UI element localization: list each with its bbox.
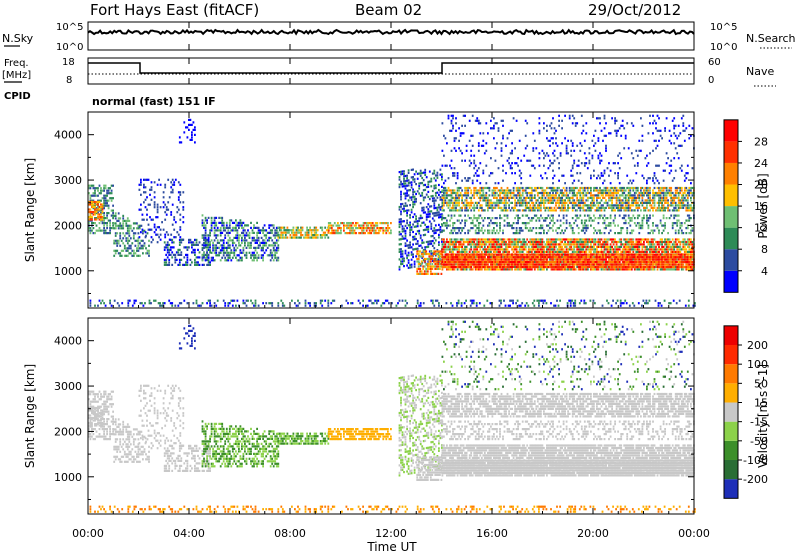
y-tick-label: 4000 (54, 129, 82, 142)
power-y-label: Slant Range [km] (23, 158, 37, 262)
freq-unit-label: [MHz] (2, 70, 31, 81)
power-y-ticks: 1000 2000 3000 4000 (54, 111, 694, 294)
colorbar-swatch (724, 141, 738, 163)
colorbar-swatch (724, 119, 738, 142)
noise-panel: N.Sky 10^5 10^0 10^5 10^0 N.Search (2, 21, 796, 53)
x-tick-label: 12:00 (375, 527, 407, 540)
x-tick-label: 20:00 (577, 527, 609, 540)
noise-left-tick-top: 10^5 (56, 22, 83, 33)
colorbar-swatch (724, 383, 738, 403)
freq-left-tick-bottom: 8 (66, 75, 72, 86)
power-colorbar: 4 8 12 16 20 24 28 (723, 119, 768, 293)
y-tick-label: 4000 (54, 335, 82, 348)
cpid-label: CPID (4, 91, 31, 102)
colorbar-tick-label: 28 (754, 135, 768, 148)
x-axis-ticks: 00:00 04:00 08:00 12:00 16:00 20:00 00:00 (72, 22, 710, 540)
nave-label: Nave (746, 65, 774, 78)
y-tick-label: 1000 (54, 471, 82, 484)
power-panel: 1000 2000 3000 4000 Slant Range [km] 4 8 12 16… (23, 111, 770, 309)
y-tick-label: 3000 (54, 174, 82, 187)
y-tick-label: 2000 (54, 219, 82, 232)
colorbar-swatch (724, 440, 738, 460)
x-tick-label: 04:00 (173, 527, 205, 540)
y-tick-label: 1000 (54, 265, 82, 278)
velocity-heatmap (88, 320, 696, 513)
freq-right-tick-top: 60 (708, 57, 721, 68)
y-tick-label: 3000 (54, 380, 82, 393)
x-axis-label: Time UT (366, 540, 417, 554)
colorbar-tick-label: 50 (754, 377, 768, 390)
colorbar-swatch (724, 162, 738, 185)
colorbar-swatch (724, 345, 738, 365)
colorbar-tick-label: 100 (747, 358, 768, 371)
freq-panel: Freq. [MHz] 18 8 60 0 Nave CPID normal (… (2, 57, 776, 108)
velocity-y-ticks: 1000 2000 3000 4000 (54, 317, 694, 500)
colorbar-swatch (724, 325, 738, 346)
colorbar-swatch (724, 270, 738, 293)
beam-title: Beam 02 (355, 1, 422, 19)
colorbar-swatch (724, 402, 738, 422)
freq-trace (88, 62, 694, 74)
colorbar-tick-label: 16 (754, 200, 768, 213)
noise-right-tick-top: 10^5 (710, 22, 737, 33)
x-tick-label: 16:00 (476, 527, 508, 540)
x-tick-label: 00:00 (678, 527, 710, 540)
velocity-colorbar: 200 100 50 15 -15 -50 -100 -200 (723, 325, 768, 499)
colorbar-tick-label: 15 (754, 396, 768, 409)
colorbar-swatch (724, 249, 738, 271)
colorbar-tick-label: 12 (754, 222, 768, 235)
cpid-value: normal (fast) 151 IF (92, 95, 216, 108)
velocity-panel: 1000 2000 3000 4000 Slant Range [km] 200 100… (23, 317, 770, 515)
colorbar-swatch (724, 206, 738, 228)
colorbar-tick-label: -100 (743, 454, 768, 467)
freq-right-tick-bottom: 0 (708, 75, 714, 86)
colorbar-swatch (724, 364, 738, 384)
colorbar-tick-label: 200 (747, 339, 768, 352)
power-heatmap (88, 114, 696, 307)
colorbar-tick-label: -200 (743, 473, 768, 486)
colorbar-tick-label: 8 (761, 243, 768, 256)
colorbar-tick-label: 24 (754, 157, 768, 170)
colorbar-tick-label: -50 (750, 435, 768, 448)
velocity-y-label: Slant Range [km] (23, 364, 37, 468)
freq-left-tick-top: 18 (62, 57, 75, 68)
date-title: 29/Oct/2012 (588, 1, 681, 19)
colorbar-swatch (724, 459, 738, 480)
station-title: Fort Hays East (fitACF) (90, 1, 259, 19)
noise-sky-label: N.Sky (2, 32, 34, 45)
x-tick-label: 08:00 (274, 527, 306, 540)
power-colorbar-label: Power [dB] (756, 173, 770, 238)
noise-trace (87, 28, 695, 36)
noise-left-tick-bottom: 10^0 (56, 42, 83, 53)
y-tick-label: 2000 (54, 425, 82, 438)
noise-search-label: N.Search (746, 32, 796, 45)
colorbar-tick-label: -15 (750, 416, 768, 429)
colorbar-swatch (724, 184, 738, 207)
colorbar-swatch (724, 227, 738, 250)
colorbar-swatch (724, 479, 738, 499)
colorbar-tick-label: 4 (761, 265, 768, 278)
velocity-colorbar-label: Velocity [m s^-1] (756, 364, 770, 468)
colorbar-tick-label: 20 (754, 179, 768, 192)
noise-right-tick-bottom: 10^0 (710, 42, 737, 53)
colorbar-swatch (724, 421, 738, 441)
x-tick-label: 00:00 (72, 527, 104, 540)
freq-label: Freq. (4, 58, 29, 69)
